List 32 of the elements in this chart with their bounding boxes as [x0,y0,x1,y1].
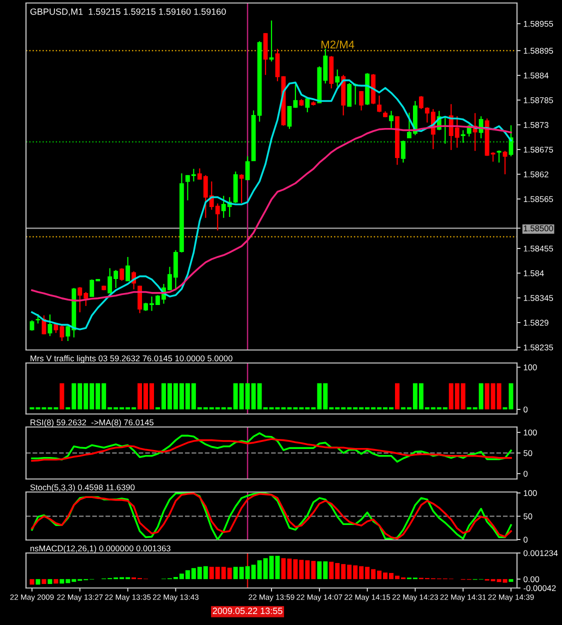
y-tick-label: 1.58955 [524,20,554,27]
y-tick-label: 1.58785 [524,97,554,104]
y-tick-label: 50 [524,513,532,520]
y-tick-label: -0.00042 [524,585,556,592]
y-tick-label: 1.58235 [524,344,554,350]
y-tick-label: 1.5862 [524,171,548,178]
y-tick-label: 1.5873 [524,122,548,128]
chart-title: Mrs V traffic lights 03 59.2632 76.0145 10.0000 5.0000 [30,355,232,363]
y-tick-label: 1.58565 [524,196,554,202]
y-tick-label: 0 [524,536,528,543]
y-tick-label: 100 [524,430,537,436]
y-tick-label: 1.58895 [524,48,554,54]
chart-title: nsMACD(12,26,1) 0.000000 0.001363 [30,545,170,553]
y-tick-label: 1.5829 [524,320,548,326]
y-tick-label: 1.5884 [524,72,548,78]
chart-title: RSI(8) 59.2632 ->MA(8) 76.0145 [30,419,154,427]
y-tick-label: 0 [524,406,528,412]
chart-title: Stoch(5,3,3) 0.4598 11.6390 [30,484,135,492]
ref-line-label: 2009.05.22 13:55 [212,608,282,614]
y-tick-label: 1.58455 [524,246,554,252]
y-tick-label: 0.001234 [524,550,558,556]
y-tick-label: 100 [524,490,537,496]
y-tick-label: 0 [524,470,528,477]
y-tick-label: 1.584 [524,270,544,276]
ref-line-label: M2/M4 [322,40,354,48]
y-tick-label: 100 [524,364,537,370]
y-tick-label: 0.00 [524,576,540,582]
y-tick-label: 1.58675 [524,146,554,153]
y-tick-label: 1.58500 [524,225,554,232]
y-tick-label: 1.58345 [524,295,554,301]
y-tick-label: 50 [524,450,532,456]
text: GBPUSD,M1 1.59215 1.59215 1.59160 1.59160 [30,8,226,16]
